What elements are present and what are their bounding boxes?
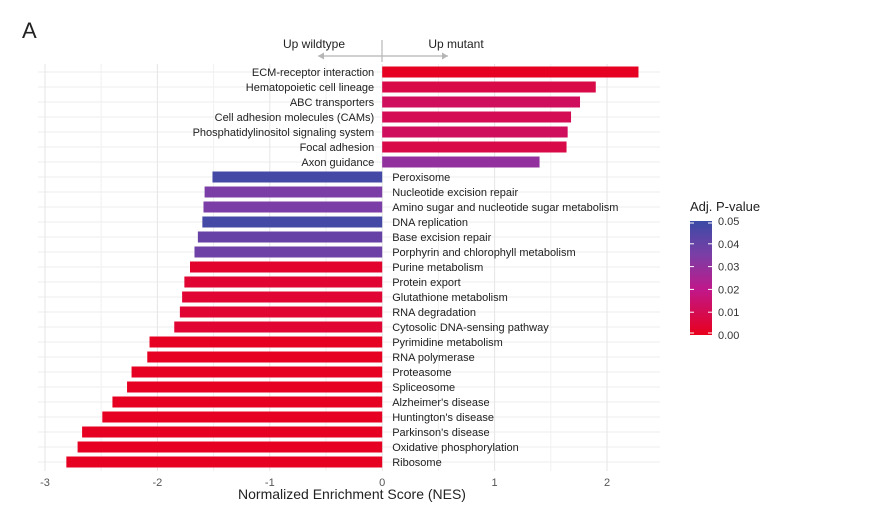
category-label: Ribosome bbox=[392, 457, 442, 469]
category-label: Glutathione metabolism bbox=[392, 292, 508, 304]
bar bbox=[382, 156, 540, 168]
category-label: Spliceosome bbox=[392, 382, 455, 394]
x-tick-label: 1 bbox=[492, 477, 498, 489]
legend-ticks: 0.05 0.04 0.03 0.02 0.01 0.00 bbox=[690, 216, 739, 342]
category-label: Axon guidance bbox=[301, 157, 374, 169]
category-label: Cytosolic DNA-sensing pathway bbox=[392, 322, 549, 334]
bar bbox=[197, 231, 383, 243]
bar bbox=[179, 306, 383, 318]
legend-tick-label: 0.04 bbox=[718, 239, 739, 251]
category-label: ABC transporters bbox=[290, 97, 375, 109]
bar bbox=[77, 441, 383, 453]
category-label: Protein export bbox=[392, 277, 460, 289]
bar bbox=[147, 351, 383, 363]
legend-colorbar bbox=[690, 221, 712, 335]
bar bbox=[382, 126, 568, 138]
category-label: Phosphatidylinositol signaling system bbox=[193, 127, 375, 139]
category-label: Peroxisome bbox=[392, 172, 450, 184]
bar bbox=[82, 426, 383, 438]
direction-indicator: Up wildtype Up mutant bbox=[283, 37, 484, 62]
bar bbox=[182, 291, 383, 303]
bar bbox=[204, 186, 383, 198]
category-label: Alzheimer's disease bbox=[392, 397, 489, 409]
bar bbox=[203, 201, 383, 213]
panel-label: A bbox=[22, 18, 37, 43]
category-label: ECM-receptor interaction bbox=[252, 67, 374, 79]
x-tick-label: 2 bbox=[604, 477, 610, 489]
bar bbox=[212, 171, 383, 183]
category-label: Purine metabolism bbox=[392, 262, 483, 274]
bar bbox=[131, 366, 383, 378]
category-label: Proteasome bbox=[392, 367, 451, 379]
x-tick-label: -1 bbox=[265, 477, 275, 489]
up-mutant-label: Up mutant bbox=[428, 37, 484, 51]
bar bbox=[149, 336, 383, 348]
category-label: Pyrimidine metabolism bbox=[392, 337, 503, 349]
category-label: RNA polymerase bbox=[392, 352, 475, 364]
category-label: Huntington's disease bbox=[392, 412, 494, 424]
legend-tick-label: 0.00 bbox=[718, 330, 739, 342]
bar bbox=[382, 96, 581, 108]
category-label: Parkinson's disease bbox=[392, 427, 490, 439]
x-tick-label: 0 bbox=[379, 477, 385, 489]
bar bbox=[66, 456, 383, 468]
x-tick-label: -3 bbox=[40, 477, 50, 489]
legend-tick-label: 0.05 bbox=[718, 216, 739, 228]
left-arrow-icon bbox=[318, 52, 324, 60]
category-label: Base excision repair bbox=[392, 232, 491, 244]
legend-tick-label: 0.02 bbox=[718, 284, 739, 296]
bar bbox=[102, 411, 383, 423]
bar bbox=[194, 246, 383, 258]
bar bbox=[382, 81, 596, 93]
legend-title: Adj. P-value bbox=[690, 199, 760, 214]
category-label: Cell adhesion molecules (CAMs) bbox=[215, 112, 375, 124]
right-arrow-icon bbox=[442, 52, 448, 60]
bar-layer bbox=[66, 66, 639, 468]
category-label: RNA degradation bbox=[392, 307, 476, 319]
bar bbox=[382, 141, 567, 153]
legend: Adj. P-value 0.05 0.04 0.03 0.02 0.01 0.00 bbox=[690, 199, 760, 342]
category-label: Nucleotide excision repair bbox=[392, 187, 518, 199]
bar bbox=[127, 381, 383, 393]
bar bbox=[184, 276, 383, 288]
x-tick-label: -2 bbox=[153, 477, 163, 489]
category-label: DNA replication bbox=[392, 217, 468, 229]
axis-layer: -3 -2 -1 0 1 2 bbox=[40, 477, 610, 489]
bar bbox=[382, 111, 572, 123]
category-label: Focal adhesion bbox=[300, 142, 375, 154]
legend-tick-label: 0.01 bbox=[718, 307, 739, 319]
category-label: Porphyrin and chlorophyll metabolism bbox=[392, 247, 575, 259]
bar bbox=[112, 396, 383, 408]
bar bbox=[202, 216, 383, 228]
up-wildtype-label: Up wildtype bbox=[283, 37, 345, 51]
x-axis-title: Normalized Enrichment Score (NES) bbox=[238, 486, 466, 502]
category-label: Oxidative phosphorylation bbox=[392, 442, 519, 454]
bar bbox=[174, 321, 383, 333]
category-label: Amino sugar and nucleotide sugar metabol… bbox=[392, 202, 618, 214]
legend-tick-label: 0.03 bbox=[718, 262, 739, 274]
bar bbox=[189, 261, 383, 273]
bar bbox=[382, 66, 639, 78]
label-layer: ECM-receptor interaction Hematopoietic ce… bbox=[193, 67, 619, 469]
category-label: Hematopoietic cell lineage bbox=[246, 82, 374, 94]
